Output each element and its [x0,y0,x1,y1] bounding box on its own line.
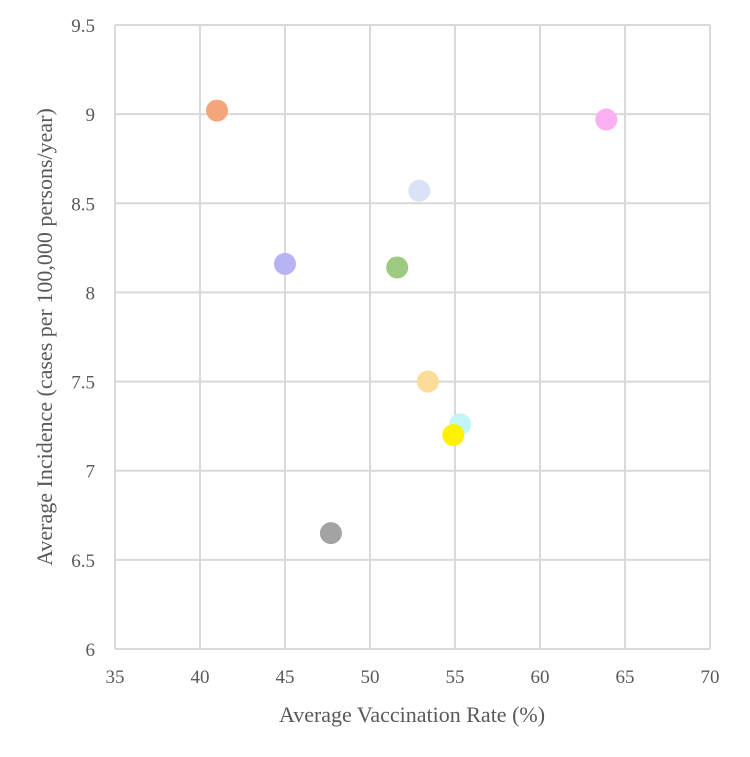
y-tick-label: 8 [86,283,96,304]
y-axis-tick-labels: 6 6.5 7 7.5 8 8.5 9 9.5 [71,16,95,661]
x-tick-label: 50 [361,667,380,688]
data-point-9 [319,522,342,545]
data-point-3 [408,179,431,202]
data-point-1 [206,99,228,122]
data-point-4 [274,252,296,275]
x-axis-tick-labels: 35 40 45 50 55 60 65 70 [106,667,720,688]
x-tick-label: 65 [616,667,635,688]
data-point-6 [416,370,439,393]
y-tick-label: 7.5 [71,373,95,394]
y-tick-label: 9.5 [71,16,95,37]
x-tick-label: 45 [276,667,295,688]
x-tick-label: 70 [701,667,720,688]
y-tick-label: 6 [86,640,96,661]
x-tick-label: 35 [106,667,125,688]
y-axis-title: Average Incidence (cases per 100,000 per… [32,108,57,566]
gridlines [114,24,711,650]
data-point-5 [386,256,409,279]
x-tick-label: 60 [531,667,550,688]
x-tick-label: 55 [446,667,465,688]
data-point-2 [595,108,618,131]
y-tick-label: 8.5 [71,194,95,215]
y-tick-label: 9 [86,105,96,126]
data-point-8 [442,424,465,447]
x-tick-label: 40 [191,667,210,688]
data-points [206,99,618,545]
y-tick-label: 6.5 [71,551,95,572]
x-axis-title: Average Vaccination Rate (%) [279,702,545,727]
y-tick-label: 7 [86,462,96,483]
